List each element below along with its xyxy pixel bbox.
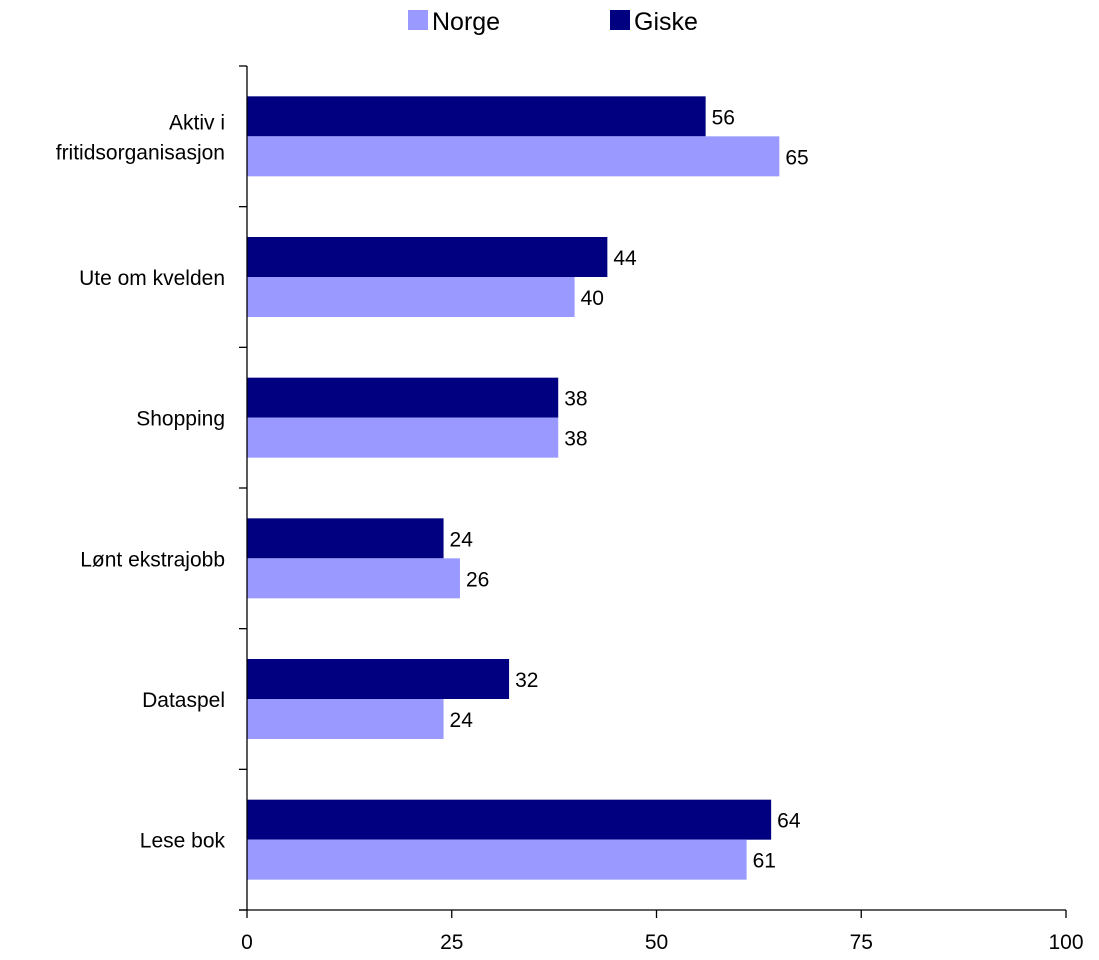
bar-norge-4 bbox=[247, 699, 444, 739]
data-label-norge-1: 40 bbox=[581, 287, 604, 310]
data-label-giske-0: 56 bbox=[712, 106, 735, 129]
bar-giske-0 bbox=[247, 96, 706, 137]
category-label-3: Lønt ekstrajobb bbox=[80, 548, 225, 571]
category-label-1: Ute om kvelden bbox=[79, 267, 225, 290]
category-label-0: Aktiv i fritidsorganisasjon bbox=[56, 111, 225, 164]
x-tick-label-4: 100 bbox=[1048, 931, 1083, 954]
data-label-giske-3: 24 bbox=[450, 528, 474, 551]
bar-giske-1 bbox=[247, 237, 608, 277]
data-label-giske-2: 38 bbox=[564, 388, 587, 411]
bar-giske-3 bbox=[247, 518, 444, 559]
bar-norge-2 bbox=[247, 417, 559, 458]
data-label-norge-2: 38 bbox=[564, 428, 587, 451]
legend-label-norge: Norge bbox=[432, 8, 500, 36]
bar-norge-0 bbox=[247, 136, 780, 177]
x-tick-label-0: 0 bbox=[241, 931, 253, 954]
data-label-norge-0: 65 bbox=[785, 146, 808, 169]
data-label-norge-5: 61 bbox=[753, 850, 776, 873]
x-tick-label-1: 25 bbox=[440, 931, 463, 954]
bar-norge-5 bbox=[247, 839, 747, 880]
legend: Norge Giske bbox=[408, 8, 698, 36]
data-label-norge-4: 24 bbox=[450, 709, 474, 732]
axes bbox=[239, 65, 1067, 918]
category-label-5: Lese bok bbox=[140, 830, 226, 853]
legend-label-giske: Giske bbox=[634, 8, 698, 36]
data-label-giske-4: 32 bbox=[515, 669, 538, 692]
x-tick-label-2: 50 bbox=[645, 931, 668, 954]
data-label-giske-1: 44 bbox=[613, 247, 637, 270]
bar-giske-5 bbox=[247, 799, 772, 840]
category-label-4: Dataspel bbox=[142, 689, 225, 712]
bar-giske-2 bbox=[247, 377, 559, 418]
category-label-2: Shopping bbox=[136, 408, 225, 431]
data-label-giske-5: 64 bbox=[777, 810, 801, 833]
legend-swatch-giske bbox=[610, 10, 630, 30]
bars bbox=[247, 96, 780, 880]
bar-giske-4 bbox=[247, 659, 510, 699]
x-tick-label-3: 75 bbox=[850, 931, 873, 954]
bar-norge-1 bbox=[247, 277, 575, 317]
legend-swatch-norge bbox=[408, 10, 428, 30]
data-label-norge-3: 26 bbox=[466, 568, 489, 591]
labels: 56 65 Aktiv i fritidsorganisasjon 44 40 Ute om… bbox=[56, 106, 1084, 954]
bar-norge-3 bbox=[247, 558, 460, 599]
